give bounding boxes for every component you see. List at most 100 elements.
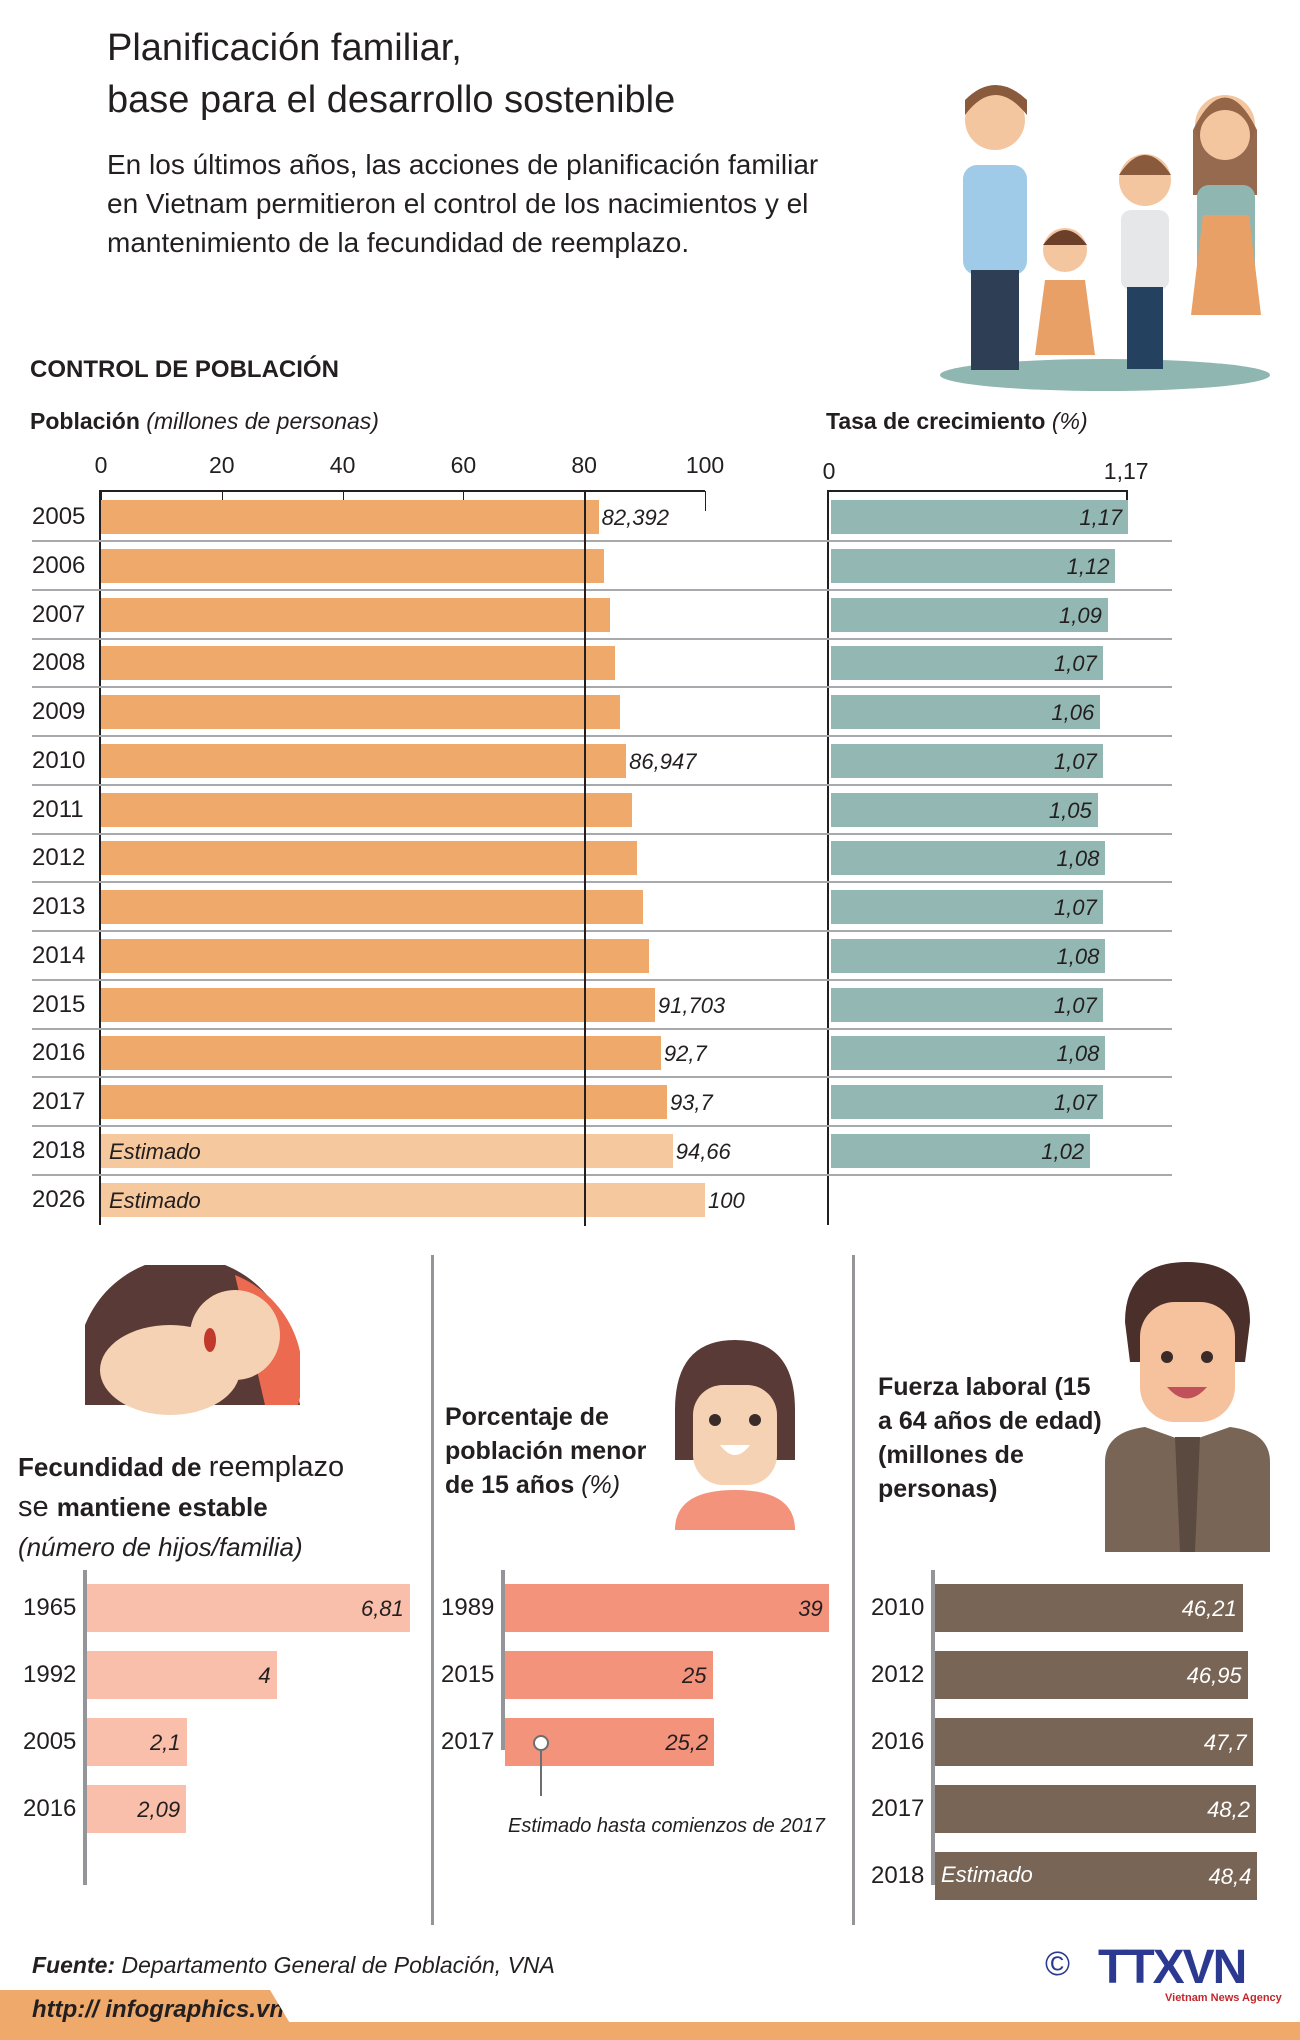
population-bar	[101, 743, 627, 778]
growth-bar: 1,02	[831, 1133, 1091, 1168]
bar: 25	[505, 1651, 713, 1699]
growth-bar: 1,07	[831, 987, 1103, 1022]
fertility-title: Fecundidad de reemplazo se mantiene esta…	[18, 1447, 344, 1567]
divider	[852, 1255, 855, 1925]
growth-value: 1,08	[1056, 943, 1100, 969]
axis-tick	[1126, 490, 1129, 504]
axis-tick-label: 20	[209, 452, 235, 478]
row-separator	[32, 881, 1172, 884]
fertility-subtitle: (número de hijos/familia)	[18, 1532, 303, 1562]
bar: 48,4 Estimado	[935, 1852, 1258, 1900]
row-separator	[32, 1027, 1172, 1030]
growth-bar: 1,07	[831, 1085, 1103, 1119]
growth-value: 1,05	[1048, 797, 1092, 823]
bar-value: 46,21	[1181, 1596, 1237, 1621]
growth-bar: 1,08	[831, 841, 1106, 876]
page-title: Planificación familiar, base para el des…	[107, 22, 675, 126]
population-value: 92,7	[663, 1041, 707, 1067]
row-separator	[32, 735, 1172, 737]
annotation-text: Estimado hasta comienzos de 2017	[508, 1815, 825, 1837]
year-label: 2016	[32, 1039, 86, 1067]
year-label: 2006	[32, 551, 86, 579]
axis-tick-label: 100	[685, 452, 725, 478]
bar-value: 47,7	[1203, 1730, 1247, 1755]
year-label: 2008	[32, 649, 86, 677]
row-separator	[32, 540, 1172, 542]
growth-value: 1,12	[1066, 553, 1110, 579]
growth-bar: 1,07	[831, 890, 1103, 924]
growth-value: 1,07	[1053, 895, 1097, 920]
under15-title-text: Porcentaje de población menor de 15 años	[445, 1403, 647, 1499]
source-label: Fuente:	[32, 1952, 116, 1978]
population-bar	[101, 597, 610, 632]
population-bar	[101, 695, 621, 729]
growth-bar: 1,09	[831, 597, 1108, 632]
row-separator	[32, 1076, 1172, 1079]
growth-value: 1,09	[1059, 602, 1102, 628]
population-bar	[101, 500, 599, 534]
intro-text: En los últimos años, las acciones de pla…	[107, 149, 819, 258]
bar: 46,95	[935, 1651, 1248, 1699]
year-label: 2016	[23, 1795, 77, 1822]
population-title: Población	[30, 408, 140, 434]
growth-subtitle: (%)	[1051, 408, 1088, 434]
year-label: 2007	[32, 600, 86, 628]
axis-tick-label: 1,17	[1103, 458, 1149, 484]
annotation-marker	[533, 1735, 549, 1751]
row-separator	[32, 978, 1172, 981]
bar-value: 25,2	[665, 1730, 709, 1755]
year-label: 2018	[32, 1136, 86, 1164]
axis-tick-label: 0	[822, 458, 836, 484]
year-label: 1965	[23, 1594, 77, 1621]
girl-illustration	[675, 1340, 795, 1530]
growth-bar: 1,08	[831, 1036, 1106, 1071]
growth-value: 1,07	[1053, 651, 1097, 677]
year-label: 2015	[441, 1661, 495, 1688]
year-label: 2016	[871, 1728, 925, 1755]
year-label: 1989	[441, 1594, 495, 1621]
bar-value: 2,09	[137, 1797, 181, 1822]
bar: 4	[87, 1651, 277, 1699]
growth-bar: 1,05	[831, 792, 1098, 827]
reference-line-80	[584, 491, 587, 1226]
growth-value: 1,07	[1053, 992, 1097, 1018]
population-value: 100	[708, 1187, 745, 1213]
growth-value: 1,02	[1041, 1138, 1085, 1164]
axis-tick-label: 80	[571, 452, 597, 478]
population-bar: Estimado	[101, 1182, 705, 1217]
year-label: 2017	[441, 1728, 495, 1755]
estimate-label: Estimado	[941, 1862, 1033, 1887]
growth-bar: 1,08	[831, 938, 1106, 973]
row-separator	[32, 1173, 1172, 1176]
year-label: 2009	[32, 698, 86, 725]
row-separator	[32, 588, 1172, 591]
growth-chart-title: Tasa de crecimiento (%)	[826, 408, 1088, 435]
population-bar	[101, 890, 643, 924]
bar: 2,09	[87, 1785, 187, 1833]
population-bar	[101, 792, 632, 827]
row-separator	[32, 930, 1172, 932]
population-value: 91,703	[657, 992, 726, 1018]
year-label: 2010	[871, 1594, 925, 1621]
title-line-2: base para el desarrollo sostenible	[107, 79, 676, 121]
population-subtitle: (millones de personas)	[146, 408, 379, 434]
population-bar	[101, 938, 649, 973]
growth-bar: 1,17	[831, 500, 1129, 534]
footer-band	[0, 2022, 1300, 2040]
axis-tick	[705, 491, 706, 511]
axis-tick	[342, 491, 344, 505]
axis-tick-label: 0	[94, 452, 108, 478]
source-text: Departamento General de Población, VNA	[121, 1952, 555, 1978]
growth-value: 1,17	[1079, 505, 1123, 530]
man-illustration	[1105, 1262, 1270, 1552]
website-link[interactable]: http:// infographics.vn	[0, 1990, 300, 2040]
title-line-1: Planificación familiar,	[107, 27, 462, 69]
growth-value: 1,06	[1051, 700, 1095, 725]
row-separator	[32, 783, 1172, 786]
estimate-label: Estimado	[109, 1187, 201, 1213]
fertility-title-se: se	[18, 1491, 57, 1523]
growth-bar: 1,12	[831, 548, 1116, 583]
year-label: 2026	[32, 1185, 86, 1213]
population-value: 93,7	[669, 1090, 713, 1115]
growth-zero-line	[827, 490, 829, 1225]
